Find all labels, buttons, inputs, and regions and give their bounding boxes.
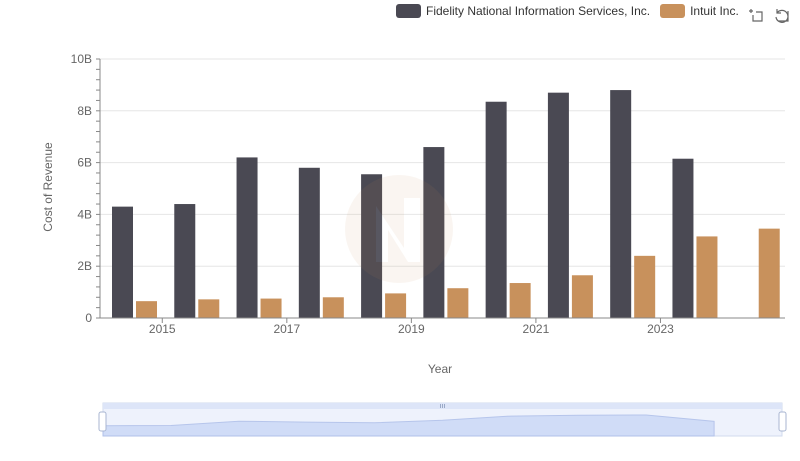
x-tick-label: 2017 xyxy=(273,322,300,336)
bar-fis-2018[interactable] xyxy=(361,174,383,318)
bar-fis-2015[interactable] xyxy=(174,204,196,318)
x-tick-label: 2015 xyxy=(149,322,176,336)
bar-intuit-2015[interactable] xyxy=(198,299,220,318)
y-tick-label: 0 xyxy=(85,311,92,325)
bar-fis-2021[interactable] xyxy=(547,92,569,318)
bar-fis-2014[interactable] xyxy=(112,206,133,318)
bar-fis-2022[interactable] xyxy=(610,90,632,318)
x-axis: 2015 2017 2019 2021 2023 xyxy=(100,317,785,336)
legend-swatch-fis xyxy=(396,4,421,18)
bar-intuit-2023[interactable] xyxy=(696,236,718,318)
bar-intuit-2016[interactable] xyxy=(260,298,282,318)
y-tick-label: 4B xyxy=(77,207,92,221)
bar-intuit-2018[interactable] xyxy=(385,293,407,318)
data-zoom-slider[interactable] xyxy=(98,402,787,437)
bar-intuit-2014[interactable] xyxy=(136,301,157,318)
bar-fis-2020[interactable] xyxy=(485,101,507,318)
bar-intuit-2020[interactable] xyxy=(509,283,531,318)
bars xyxy=(112,90,780,318)
y-tick-label: 6B xyxy=(77,156,92,170)
x-tick-label: 2023 xyxy=(647,322,674,336)
zoom-icon[interactable] xyxy=(748,7,764,23)
y-tick-label: 8B xyxy=(77,104,92,118)
bar-intuit-2022[interactable] xyxy=(634,255,656,318)
restore-icon[interactable] xyxy=(774,7,790,23)
y-tick-label: 10B xyxy=(71,52,92,66)
legend-label-intuit: Intuit Inc. xyxy=(690,4,739,18)
y-axis: 0 2B 4B 6B 8B 10B xyxy=(71,52,101,325)
x-tick-label: 2021 xyxy=(523,322,550,336)
bar-intuit-2021[interactable] xyxy=(571,275,593,318)
y-tick-label: 2B xyxy=(77,259,92,273)
legend-item-intuit[interactable]: Intuit Inc. xyxy=(660,4,739,18)
slider-handle-right[interactable] xyxy=(778,411,787,432)
toolbox xyxy=(748,7,800,23)
legend-label-fis: Fidelity National Information Services, … xyxy=(426,4,651,18)
legend: Fidelity National Information Services, … xyxy=(396,4,749,18)
slider-preview-area xyxy=(102,414,715,437)
bar-fis-2019[interactable] xyxy=(423,147,445,318)
watermark-logo xyxy=(345,175,453,283)
bar-fis-2016[interactable] xyxy=(236,157,258,318)
bar-intuit-2017[interactable] xyxy=(322,297,344,318)
legend-item-fis[interactable]: Fidelity National Information Services, … xyxy=(396,4,650,18)
bar-intuit-2019[interactable] xyxy=(447,288,469,318)
y-axis-title: Cost of Revenue xyxy=(41,142,55,232)
bar-fis-2017[interactable] xyxy=(298,167,320,318)
x-tick-label: 2019 xyxy=(398,322,425,336)
x-axis-title: Year xyxy=(427,362,453,376)
bar-intuit-2024[interactable] xyxy=(758,228,780,318)
legend-swatch-intuit xyxy=(660,4,686,18)
slider-handle-left[interactable] xyxy=(98,411,107,432)
bar-fis-2023[interactable] xyxy=(672,158,694,318)
